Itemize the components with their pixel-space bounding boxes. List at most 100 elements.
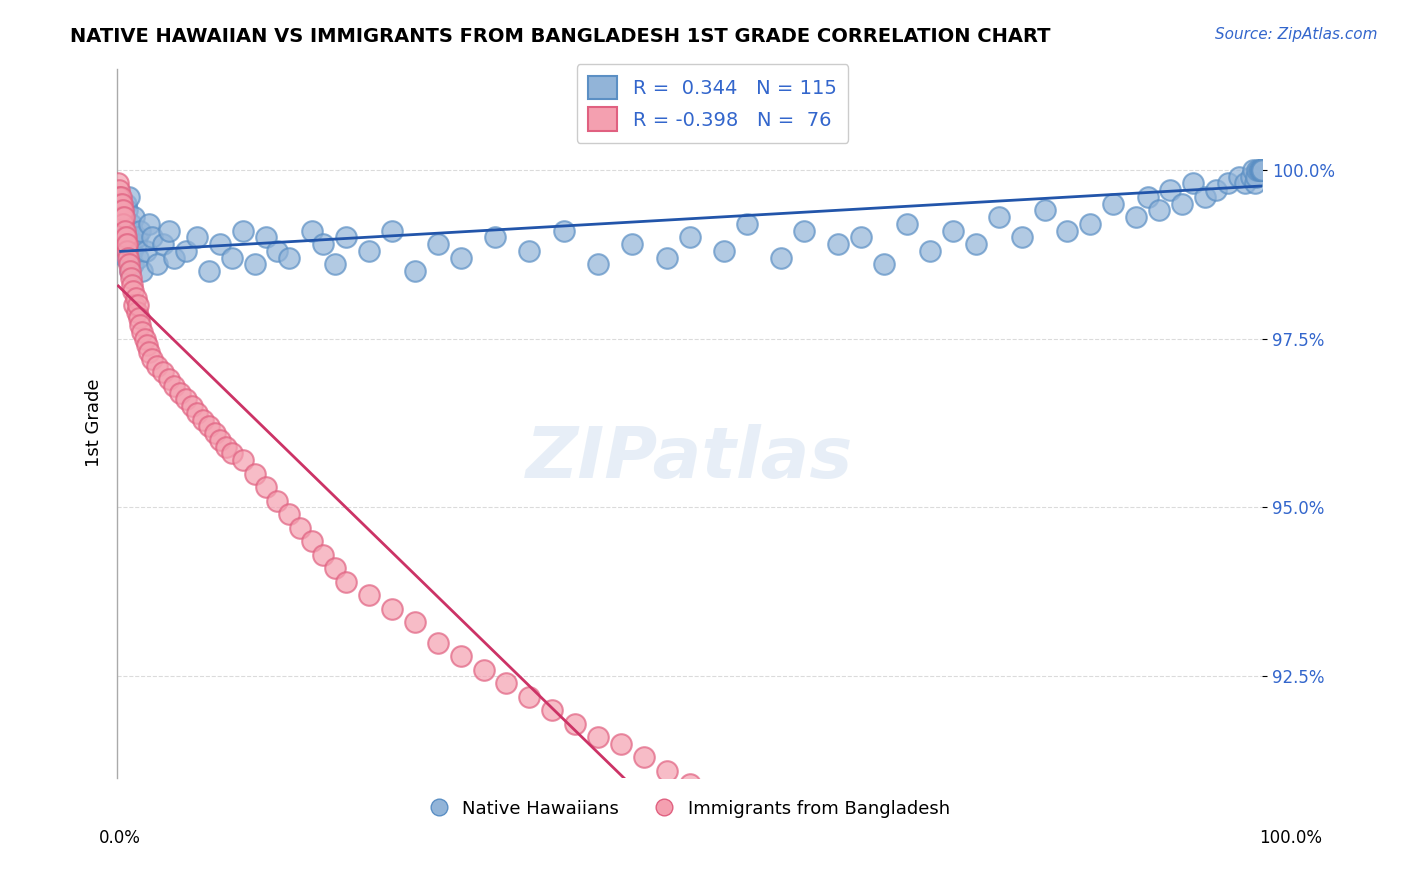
Legend: Native Hawaiians, Immigrants from Bangladesh: Native Hawaiians, Immigrants from Bangla…: [422, 793, 957, 825]
Point: [827, 237, 849, 252]
Point: [735, 217, 758, 231]
Point: [323, 257, 346, 271]
Point: [450, 251, 472, 265]
Point: [553, 224, 575, 238]
Point: [541, 703, 564, 717]
Point: [115, 196, 138, 211]
Point: [112, 217, 135, 231]
Point: [266, 493, 288, 508]
Point: [243, 257, 266, 271]
Point: [851, 230, 873, 244]
Point: [301, 534, 323, 549]
Point: [1251, 162, 1274, 177]
Point: [1251, 162, 1274, 177]
Point: [129, 318, 152, 332]
Point: [138, 345, 160, 359]
Point: [152, 237, 174, 252]
Point: [114, 230, 136, 244]
Point: [1147, 203, 1170, 218]
Point: [1251, 162, 1274, 177]
Point: [724, 797, 747, 812]
Point: [1250, 162, 1272, 177]
Point: [655, 251, 678, 265]
Point: [131, 264, 153, 278]
Point: [290, 521, 312, 535]
Point: [495, 676, 517, 690]
Point: [221, 251, 243, 265]
Point: [111, 210, 134, 224]
Point: [1102, 196, 1125, 211]
Point: [277, 507, 299, 521]
Point: [323, 561, 346, 575]
Point: [124, 298, 146, 312]
Point: [1251, 162, 1274, 177]
Point: [136, 338, 159, 352]
Point: [747, 805, 769, 819]
Point: [221, 446, 243, 460]
Point: [152, 365, 174, 379]
Point: [1251, 162, 1274, 177]
Point: [121, 244, 143, 258]
Point: [124, 237, 146, 252]
Point: [1251, 162, 1274, 177]
Point: [111, 237, 134, 252]
Point: [141, 351, 163, 366]
Point: [1251, 162, 1274, 177]
Point: [1247, 162, 1270, 177]
Point: [157, 372, 180, 386]
Point: [215, 440, 238, 454]
Point: [357, 244, 380, 258]
Point: [127, 251, 149, 265]
Y-axis label: 1st Grade: 1st Grade: [86, 379, 103, 467]
Point: [163, 251, 186, 265]
Point: [112, 210, 135, 224]
Text: Source: ZipAtlas.com: Source: ZipAtlas.com: [1215, 27, 1378, 42]
Point: [381, 601, 404, 615]
Point: [121, 277, 143, 292]
Point: [1249, 162, 1271, 177]
Point: [124, 210, 146, 224]
Point: [115, 230, 138, 244]
Point: [114, 237, 136, 252]
Point: [122, 285, 145, 299]
Point: [111, 203, 134, 218]
Point: [1182, 177, 1205, 191]
Point: [1011, 230, 1033, 244]
Point: [266, 244, 288, 258]
Text: ZIPatlas: ZIPatlas: [526, 424, 853, 493]
Point: [110, 203, 132, 218]
Point: [770, 251, 793, 265]
Point: [1251, 162, 1274, 177]
Point: [1194, 190, 1216, 204]
Point: [1239, 169, 1261, 184]
Point: [122, 257, 145, 271]
Point: [111, 244, 134, 258]
Point: [586, 730, 609, 744]
Point: [702, 784, 724, 798]
Point: [114, 224, 136, 238]
Point: [1251, 162, 1274, 177]
Point: [1205, 183, 1227, 197]
Point: [1251, 162, 1274, 177]
Point: [1246, 169, 1268, 184]
Point: [135, 244, 157, 258]
Point: [157, 224, 180, 238]
Point: [301, 224, 323, 238]
Point: [426, 635, 449, 649]
Point: [1251, 162, 1274, 177]
Point: [163, 379, 186, 393]
Point: [186, 406, 208, 420]
Point: [117, 230, 139, 244]
Point: [112, 230, 135, 244]
Point: [335, 574, 357, 589]
Point: [125, 230, 148, 244]
Point: [1227, 169, 1250, 184]
Point: [381, 224, 404, 238]
Point: [146, 257, 169, 271]
Point: [1241, 162, 1264, 177]
Point: [1216, 177, 1239, 191]
Point: [209, 237, 232, 252]
Point: [127, 298, 149, 312]
Point: [1251, 162, 1274, 177]
Point: [209, 433, 232, 447]
